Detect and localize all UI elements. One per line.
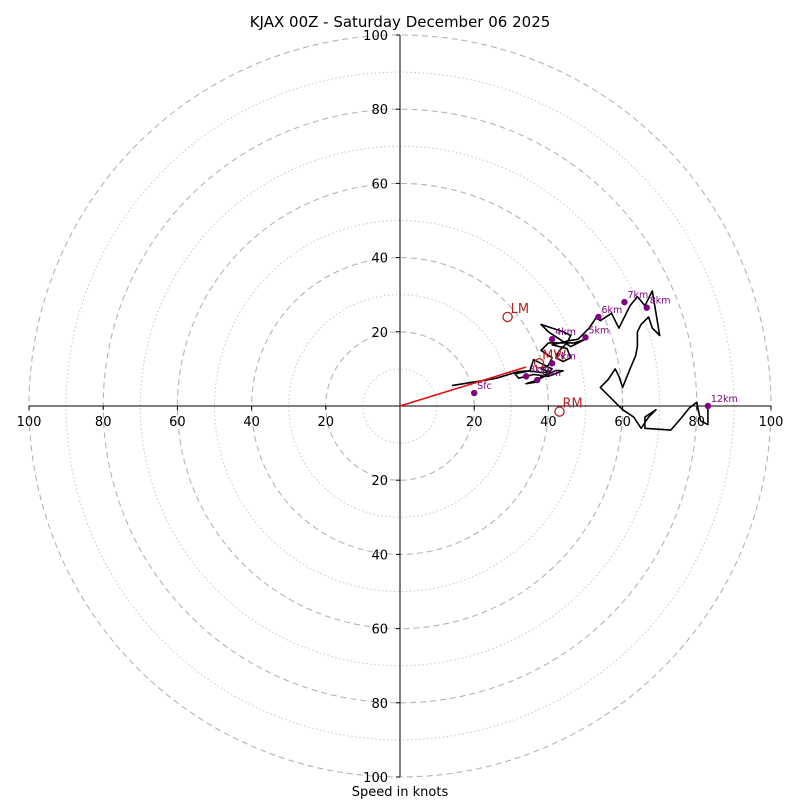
y-tick-label: 20 — [371, 474, 388, 489]
height-marker-label: 3km — [529, 364, 550, 375]
height-marker — [522, 373, 530, 380]
y-tick-label: 20 — [371, 326, 388, 341]
x-tick-label: 60 — [614, 415, 631, 430]
y-tick-label: 40 — [371, 252, 388, 267]
height-marker-label: 2km — [555, 351, 576, 362]
height-marker — [643, 304, 650, 311]
storm-motion-marker — [533, 358, 545, 369]
storm-motion-markers: LM MW RM — [502, 302, 583, 417]
y-tick-label: 100 — [363, 29, 388, 44]
storm-motion-label: RM — [563, 397, 583, 412]
x-tick-label: 100 — [759, 415, 784, 430]
height-marker — [548, 360, 556, 367]
hodograph-trace — [451, 290, 709, 431]
y-tick-label: 40 — [371, 548, 388, 563]
bulk-shear-line — [399, 366, 527, 407]
x-axis-label: Speed in knots — [352, 785, 449, 800]
height-marker-label: 6km — [601, 305, 622, 316]
storm-motion-marker — [502, 311, 513, 323]
wind-trace — [451, 290, 709, 431]
height-marker — [582, 334, 589, 341]
x-tick-label: 40 — [540, 415, 557, 430]
shear-vector — [399, 366, 527, 407]
height-marker-label: 4km — [555, 327, 576, 338]
x-tick-label: 100 — [17, 415, 42, 430]
storm-motion-marker — [554, 406, 565, 417]
y-tick-label: 80 — [371, 697, 388, 712]
height-marker — [595, 313, 602, 321]
x-tick-label: 80 — [689, 415, 706, 430]
height-marker — [548, 336, 556, 343]
height-marker — [704, 402, 712, 410]
height-marker — [621, 298, 628, 306]
height-marker-label: 1km — [540, 368, 561, 379]
height-marker — [471, 389, 478, 397]
height-marker-label: 7km — [627, 290, 648, 301]
height-marker-label: 8km — [650, 296, 671, 307]
tick-labels: 100 100 80 80 60 60 40 40 20 20 20 20 40 40 60 60 80 80 10… — [17, 29, 784, 786]
x-tick-label: 20 — [466, 415, 483, 430]
height-marker — [534, 376, 541, 384]
x-tick-label: 20 — [318, 415, 335, 430]
y-tick-label: 60 — [371, 623, 388, 638]
height-marker-label: Sfc — [477, 381, 492, 392]
y-tick-label: 100 — [363, 771, 388, 786]
x-tick-label: 40 — [243, 415, 260, 430]
storm-motion-label: LM — [511, 302, 529, 317]
height-marker-label: 5km — [589, 325, 610, 336]
storm-motion-label: MW — [542, 348, 566, 363]
chart-title: KJAX 00Z - Saturday December 06 2025 — [250, 13, 551, 31]
x-tick-label: 60 — [169, 415, 186, 430]
y-tick-label: 80 — [371, 103, 388, 118]
height-marker-label: 12km — [711, 394, 738, 405]
x-tick-label: 80 — [95, 415, 112, 430]
y-tick-label: 60 — [371, 177, 388, 192]
